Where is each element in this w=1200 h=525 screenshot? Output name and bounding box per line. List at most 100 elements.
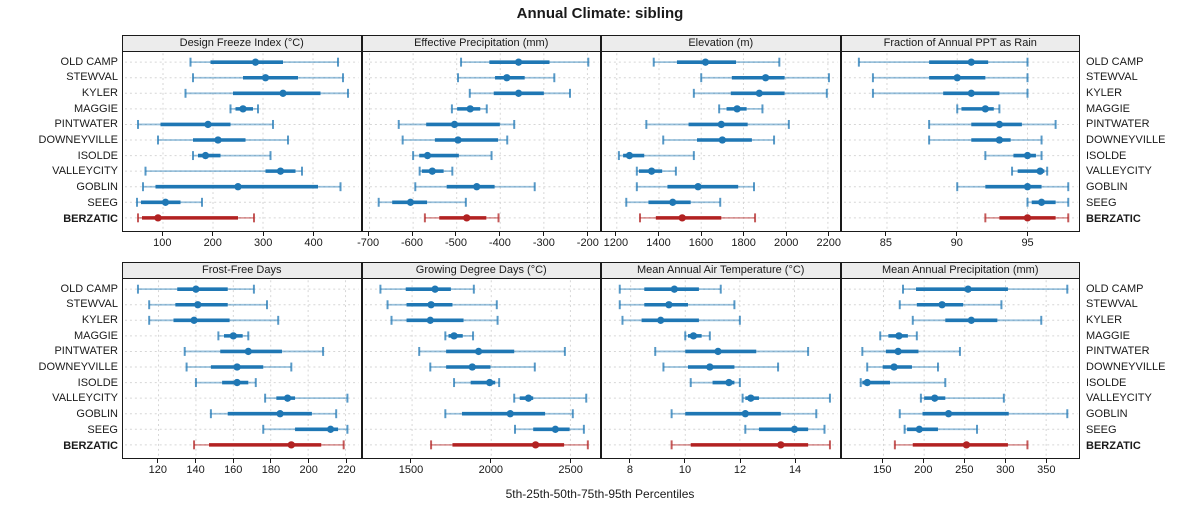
series-valleycity [919, 393, 1005, 403]
axis-tick-mark [313, 232, 315, 236]
plot-panel-fraction-of-annual-ppt-as-rain [840, 52, 1080, 232]
site-label-right-downeyville: DOWNEYVILLE [1086, 361, 1166, 373]
series-kyler [468, 88, 571, 98]
site-label-right-old-camp: OLD CAMP [1086, 282, 1144, 295]
site-label-left-stewval: STEWVAL [66, 71, 118, 84]
series-isolde [411, 151, 493, 161]
series-isolde [689, 378, 741, 388]
axis-tick-mark [794, 459, 796, 463]
series-pintwater [417, 346, 566, 356]
site-label-right-kyler: KYLER [1086, 86, 1123, 99]
axis-tick-mark [587, 232, 589, 236]
plot-panel-mean-annual-precipitation-(mm) [840, 279, 1080, 459]
site-label-right-stewval: STEWVAL [1086, 298, 1138, 311]
axis-tick-mark [232, 459, 234, 463]
axis-tick-label: 200 [299, 464, 318, 476]
series-isolde [617, 151, 695, 161]
plot-panel-effective-precipitation-(mm) [361, 52, 601, 232]
axis-tick-mark [195, 459, 197, 463]
axis-tick-mark [700, 232, 702, 236]
series-stewval [192, 73, 344, 83]
site-label-left-berzatic: BERZATIC [63, 212, 118, 225]
axis-tick-label: 8 [626, 464, 633, 476]
panel-header-growing-degree-days-(°c): Growing Degree Days (°C) [361, 262, 601, 279]
axis-tick-mark [499, 232, 501, 236]
series-seeg [1026, 197, 1069, 207]
gridlines [843, 280, 1078, 457]
axis-tick-label: 85 [879, 237, 892, 249]
site-label-right-maggie: MAGGIE [1086, 102, 1131, 115]
series-old-camp [857, 57, 1028, 67]
series-isolde [859, 378, 946, 388]
gridlines [603, 53, 838, 230]
gridlines [603, 280, 838, 457]
series-valleycity [264, 393, 349, 403]
series-old-camp [459, 57, 589, 67]
site-label-right-old-camp: OLD CAMP [1086, 55, 1144, 68]
axis-tick-label: 140 [186, 464, 205, 476]
axis-tick-label: 160 [224, 464, 243, 476]
gridlines [364, 53, 599, 230]
site-label-left-valleycity: VALLEYCITY [52, 165, 118, 178]
series-isolde [983, 151, 1043, 161]
panel-header-design-freeze-index-(°c): Design Freeze Index (°C) [122, 35, 362, 52]
site-label-left-maggie: MAGGIE [73, 102, 118, 115]
series-goblin [443, 409, 574, 419]
series-berzatic [137, 213, 255, 223]
axis-tick-mark [684, 459, 686, 463]
series-downeyville [662, 135, 776, 145]
axis-tick-label: -300 [532, 237, 555, 249]
axis-tick-mark [885, 232, 887, 236]
series-valleycity [741, 393, 831, 403]
axis-tick-mark [570, 459, 572, 463]
series-berzatic [983, 213, 1069, 223]
site-label-left-goblin: GOBLIN [76, 181, 118, 194]
site-label-right-valleycity: VALLEYCITY [1086, 392, 1152, 405]
series-stewval [898, 300, 1002, 310]
series-stewval [700, 73, 830, 83]
series-stewval [618, 300, 736, 310]
series-kyler [184, 88, 349, 98]
axis-tick-mark [785, 232, 787, 236]
site-label-left-isolde: ISOLDE [77, 149, 118, 162]
site-label-right-seeg: SEEG [1086, 423, 1117, 436]
series-seeg [513, 424, 585, 434]
axis-tick-label: 300 [253, 237, 273, 249]
series-kyler [911, 315, 1042, 325]
site-label-right-downeyville: DOWNEYVILLE [1086, 134, 1166, 146]
site-label-left-kyler: KYLER [81, 313, 118, 326]
axis-tick-label: 1800 [731, 237, 756, 249]
series-valleycity [144, 166, 303, 176]
series-isolde [192, 151, 272, 161]
series-valleycity [1010, 166, 1048, 176]
axis-tick-mark [157, 459, 159, 463]
site-label-left-seeg: SEEG [87, 423, 118, 436]
series-old-camp [136, 284, 255, 294]
site-label-right-maggie: MAGGIE [1086, 329, 1131, 342]
percentile-caption: 5th-25th-50th-75th-95th Percentiles [505, 487, 695, 501]
axis-tick-mark [262, 232, 264, 236]
series-goblin [413, 182, 536, 192]
site-label-left-seeg: SEEG [87, 196, 118, 209]
series-berzatic [893, 440, 1028, 450]
axis-tick-mark [1004, 459, 1006, 463]
series-kyler [692, 88, 828, 98]
series-old-camp [189, 57, 339, 67]
site-label-left-kyler: KYLER [81, 86, 118, 99]
site-label-right-goblin: GOBLIN [1086, 181, 1128, 194]
series-stewval [386, 300, 498, 310]
axis-tick-label: 350 [1037, 464, 1056, 476]
axis-tick-label: 180 [261, 464, 281, 476]
series-goblin [209, 409, 338, 419]
axis-tick-mark [212, 232, 214, 236]
series-pintwater [645, 119, 790, 129]
axis-tick-mark [828, 232, 830, 236]
axis-tick-label: 200 [203, 237, 222, 249]
axis-tick-label: 1500 [398, 464, 424, 476]
series-goblin [955, 182, 1069, 192]
site-label-left-downeyville: DOWNEYVILLE [38, 134, 118, 146]
axis-tick-label: -200 [576, 237, 599, 249]
series-maggie [443, 331, 474, 341]
axis-tick-label: 200 [914, 464, 933, 476]
plot-panel-growing-degree-days-(°c) [361, 279, 601, 459]
